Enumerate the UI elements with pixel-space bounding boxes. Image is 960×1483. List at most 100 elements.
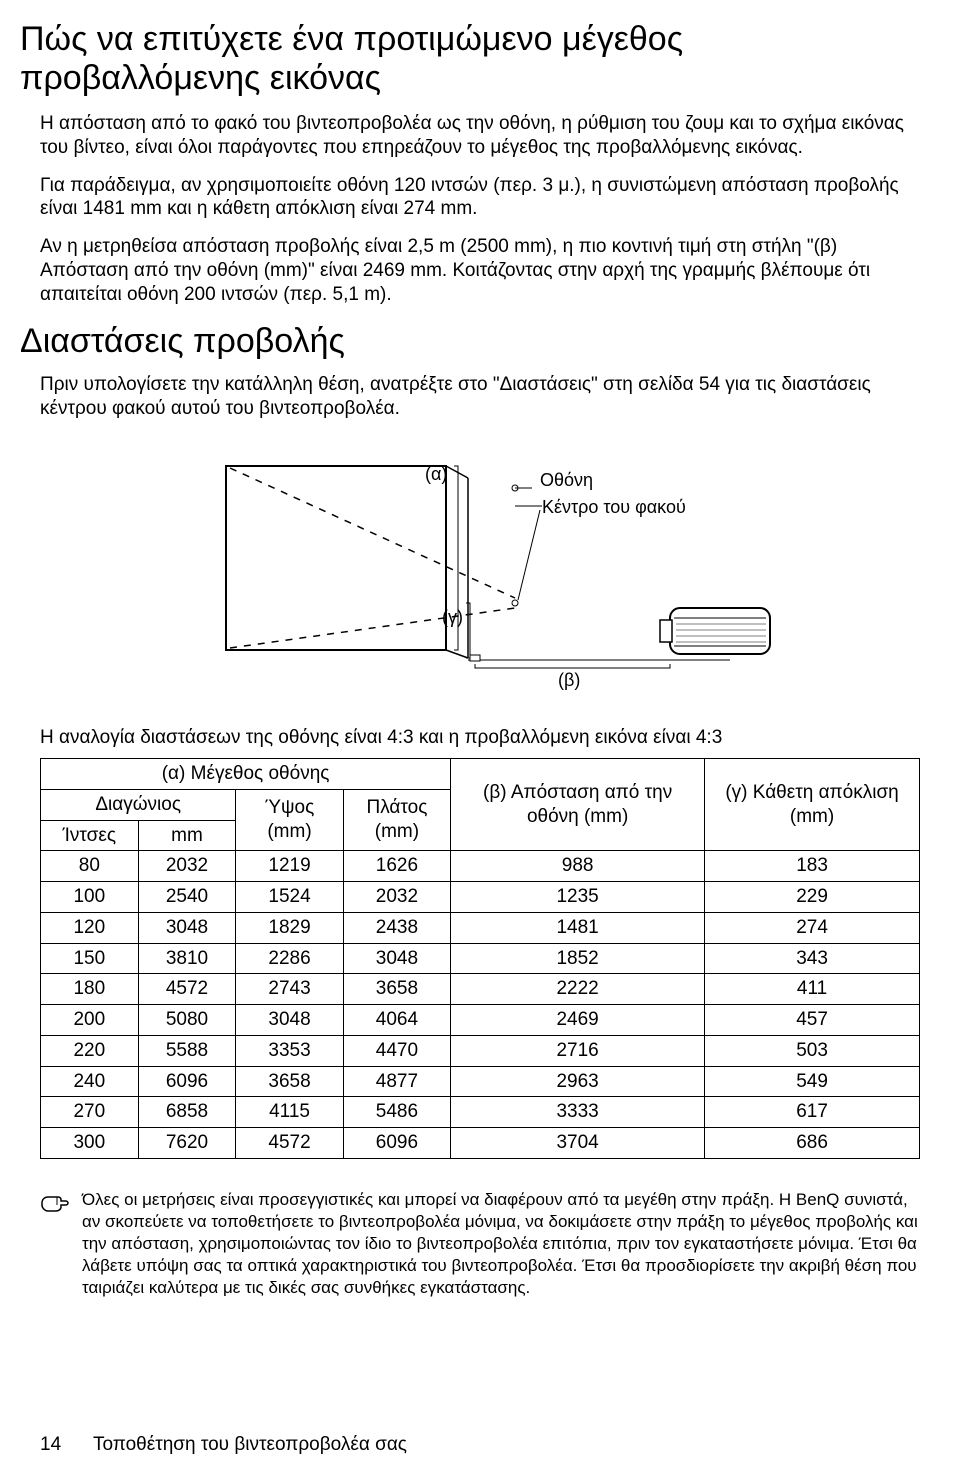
th-width: Πλάτος (mm): [343, 789, 450, 851]
projection-diagram: (α) Οθόνη Κέντρο του φακού (γ) (β): [40, 448, 920, 698]
table-cell: 7620: [138, 1128, 236, 1159]
table-row: 1002540152420321235229: [41, 882, 920, 913]
table-cell: 1626: [343, 851, 450, 882]
table-cell: 180: [41, 974, 139, 1005]
table-cell: 6858: [138, 1097, 236, 1128]
footer-section: Τοποθέτηση του βιντεοπροβολέα σας: [93, 1434, 407, 1455]
th-diagonal: Διαγώνιος: [41, 789, 236, 820]
table-row: 2406096365848772963549: [41, 1066, 920, 1097]
table-intro: Η αναλογία διαστάσεων της οθόνης είναι 4…: [40, 726, 920, 750]
th-offset: (γ) Κάθετη απόκλιση (mm): [705, 759, 920, 851]
label-alpha: (α): [425, 464, 447, 484]
table-cell: 2032: [138, 851, 236, 882]
page-number: 14: [40, 1433, 88, 1457]
note-hand-icon: [40, 1191, 70, 1213]
table-cell: 100: [41, 882, 139, 913]
table-cell: 2963: [451, 1066, 705, 1097]
table-row: 80203212191626988183: [41, 851, 920, 882]
table-cell: 2438: [343, 912, 450, 943]
table-cell: 4572: [138, 974, 236, 1005]
table-cell: 2222: [451, 974, 705, 1005]
table-row: 2205588335344702716503: [41, 1035, 920, 1066]
table-row: 2706858411554863333617: [41, 1097, 920, 1128]
table-cell: 4115: [236, 1097, 343, 1128]
table-cell: 1524: [236, 882, 343, 913]
table-cell: 80: [41, 851, 139, 882]
label-lens-center: Κέντρο του φακού: [542, 497, 686, 517]
table-cell: 3333: [451, 1097, 705, 1128]
table-cell: 6096: [343, 1128, 450, 1159]
table-cell: 3658: [236, 1066, 343, 1097]
th-inches: Ίντσες: [41, 820, 139, 851]
table-cell: 4064: [343, 1005, 450, 1036]
table-row: 1804572274336582222411: [41, 974, 920, 1005]
table-cell: 1852: [451, 943, 705, 974]
table-row: 3007620457260963704686: [41, 1128, 920, 1159]
table-cell: 2286: [236, 943, 343, 974]
label-gamma: (γ): [442, 607, 463, 627]
table-cell: 988: [451, 851, 705, 882]
table-cell: 120: [41, 912, 139, 943]
table-row: 2005080304840642469457: [41, 1005, 920, 1036]
table-cell: 2032: [343, 882, 450, 913]
table-cell: 240: [41, 1066, 139, 1097]
table-cell: 3048: [138, 912, 236, 943]
table-cell: 2743: [236, 974, 343, 1005]
th-mm: mm: [138, 820, 236, 851]
section-heading: Διαστάσεις προβολής: [20, 320, 920, 363]
table-cell: 2716: [451, 1035, 705, 1066]
table-cell: 411: [705, 974, 920, 1005]
table-cell: 274: [705, 912, 920, 943]
table-cell: 2540: [138, 882, 236, 913]
label-screen: Οθόνη: [540, 470, 593, 490]
table-cell: 1235: [451, 882, 705, 913]
th-height: Ύψος (mm): [236, 789, 343, 851]
table-cell: 270: [41, 1097, 139, 1128]
table-cell: 220: [41, 1035, 139, 1066]
table-row: 1503810228630481852343: [41, 943, 920, 974]
table-cell: 6096: [138, 1066, 236, 1097]
table-cell: 2469: [451, 1005, 705, 1036]
th-screen-size: (α) Μέγεθος οθόνης: [41, 759, 451, 790]
table-cell: 4572: [236, 1128, 343, 1159]
table-cell: 150: [41, 943, 139, 974]
table-cell: 229: [705, 882, 920, 913]
intro-paragraph-3: Αν η μετρηθείσα απόσταση προβολής είναι …: [40, 235, 920, 306]
table-cell: 343: [705, 943, 920, 974]
table-cell: 1829: [236, 912, 343, 943]
table-cell: 4877: [343, 1066, 450, 1097]
table-row: 1203048182924381481274: [41, 912, 920, 943]
table-cell: 686: [705, 1128, 920, 1159]
table-cell: 3704: [451, 1128, 705, 1159]
table-cell: 3048: [236, 1005, 343, 1036]
table-cell: 5080: [138, 1005, 236, 1036]
table-cell: 617: [705, 1097, 920, 1128]
page-heading: Πώς να επιτύχετε ένα προτιμώμενο μέγεθος…: [20, 20, 920, 98]
intro-paragraph-2: Για παράδειγμα, αν χρησιμοποιείτε οθόνη …: [40, 174, 920, 222]
table-cell: 3353: [236, 1035, 343, 1066]
table-cell: 5588: [138, 1035, 236, 1066]
table-cell: 5486: [343, 1097, 450, 1128]
dimensions-paragraph: Πριν υπολογίσετε την κατάλληλη θέση, ανα…: [40, 373, 920, 421]
table-cell: 1219: [236, 851, 343, 882]
table-cell: 4470: [343, 1035, 450, 1066]
th-distance: (β) Απόσταση από την οθόνη (mm): [451, 759, 705, 851]
projection-table: (α) Μέγεθος οθόνης (β) Απόσταση από την …: [40, 758, 920, 1159]
table-cell: 549: [705, 1066, 920, 1097]
label-beta: (β): [558, 670, 580, 690]
note-text: Όλες οι μετρήσεις είναι προσεγγιστικές κ…: [82, 1189, 920, 1299]
table-cell: 3658: [343, 974, 450, 1005]
diagram-svg: (α) Οθόνη Κέντρο του φακού (γ) (β): [170, 448, 790, 698]
table-cell: 300: [41, 1128, 139, 1159]
projector-icon: [660, 608, 770, 654]
table-cell: 200: [41, 1005, 139, 1036]
table-cell: 503: [705, 1035, 920, 1066]
table-cell: 3810: [138, 943, 236, 974]
intro-paragraph-1: Η απόσταση από το φακό του βιντεοπροβολέ…: [40, 112, 920, 160]
table-cell: 457: [705, 1005, 920, 1036]
table-body: 8020321219162698818310025401524203212352…: [41, 851, 920, 1159]
table-cell: 183: [705, 851, 920, 882]
page-footer: 14 Τοποθέτηση του βιντεοπροβολέα σας: [40, 1433, 920, 1457]
table-cell: 3048: [343, 943, 450, 974]
table-cell: 1481: [451, 912, 705, 943]
